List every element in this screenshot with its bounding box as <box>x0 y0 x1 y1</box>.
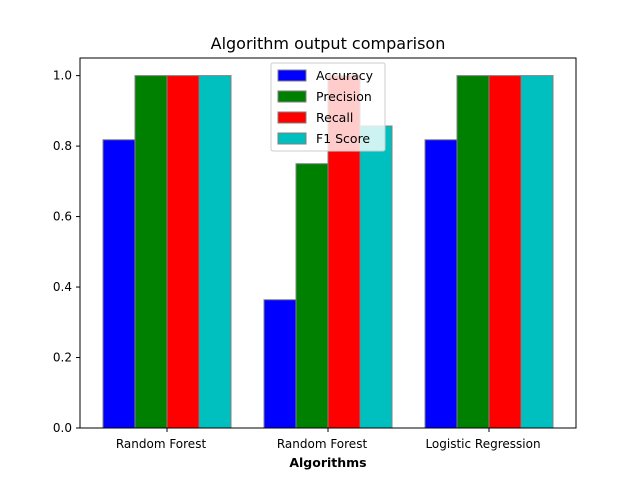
x-tick-label: Logistic Regression <box>425 437 540 451</box>
legend-swatch-accuracy <box>277 69 307 82</box>
legend: Accuracy Precision Recall F1 Score <box>270 62 386 152</box>
y-tick-label: 1.0 <box>53 69 72 83</box>
chart-title: Algorithm output comparison <box>211 34 446 53</box>
bar-f1-score-group-2 <box>359 125 393 429</box>
legend-swatch-precision <box>277 90 307 103</box>
bar-accuracy-group-2 <box>263 299 297 429</box>
bar-accuracy-group-1 <box>102 139 136 429</box>
y-tick-label: 0.8 <box>53 139 72 153</box>
legend-swatch-recall <box>277 111 307 124</box>
bar-recall-group-3 <box>488 75 522 429</box>
legend-label-precision: Precision <box>316 89 372 104</box>
bar-accuracy-group-3 <box>424 139 458 429</box>
legend-label-f1-score: F1 Score <box>316 131 370 146</box>
x-axis-ticks: Random Forest Random Forest Logistic Regre… <box>116 428 541 451</box>
legend-swatch-f1-score <box>277 132 307 145</box>
bar-recall-group-1 <box>166 75 200 429</box>
bar-precision-group-3 <box>456 75 490 429</box>
y-tick-label: 0.0 <box>53 421 72 435</box>
bars-group <box>102 75 554 429</box>
y-tick-label: 0.2 <box>53 351 72 365</box>
y-tick-label: 0.6 <box>53 210 72 224</box>
legend-label-accuracy: Accuracy <box>316 68 374 83</box>
x-axis-label: Algorithms <box>289 455 366 470</box>
y-tick-label: 0.4 <box>53 280 72 294</box>
x-tick-label: Random Forest <box>277 437 368 451</box>
bar-f1-score-group-1 <box>198 75 232 429</box>
bar-f1-score-group-3 <box>520 75 554 429</box>
x-tick-label: Random Forest <box>116 437 207 451</box>
legend-frame <box>270 62 386 152</box>
bar-precision-group-1 <box>134 75 168 429</box>
bar-precision-group-2 <box>295 163 329 429</box>
y-axis-ticks: 0.0 0.2 0.4 0.6 0.8 1.0 <box>53 69 80 435</box>
legend-label-recall: Recall <box>316 110 353 125</box>
